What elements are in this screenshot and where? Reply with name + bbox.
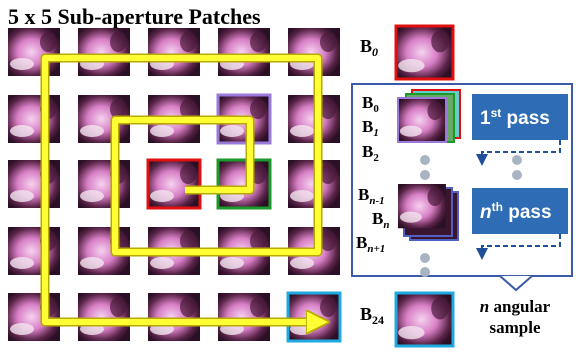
patch xyxy=(148,28,200,76)
patch xyxy=(8,160,60,208)
patch xyxy=(8,293,60,341)
label: B2 xyxy=(362,142,379,164)
patch xyxy=(8,28,60,76)
note: n angular xyxy=(480,297,551,316)
patch xyxy=(218,293,270,341)
patch xyxy=(78,293,130,341)
patch xyxy=(218,160,270,208)
patch xyxy=(8,95,60,143)
stack-top xyxy=(398,90,460,142)
note: sample xyxy=(490,318,541,337)
label: B1 xyxy=(362,117,379,139)
patch xyxy=(148,160,200,208)
label: Bn-1 xyxy=(358,185,385,207)
diagram: 5 x 5 Sub-aperture Patches B0 B0 B1 B2 B… xyxy=(0,0,576,350)
patch xyxy=(8,227,60,275)
label: B24 xyxy=(360,304,384,327)
page: {"header": {"title": "5 x 5 Sub-aperture… xyxy=(0,0,576,350)
patch xyxy=(78,160,130,208)
patch xyxy=(78,28,130,76)
title: 5 x 5 Sub-aperture Patches xyxy=(8,4,261,29)
patch xyxy=(288,293,340,341)
patch xyxy=(218,28,270,76)
label: B0 xyxy=(362,93,379,115)
stack-n xyxy=(398,184,458,240)
patch-grid xyxy=(8,28,340,341)
patch xyxy=(148,293,200,341)
label: B0 xyxy=(360,36,378,59)
label: Bn xyxy=(372,209,389,231)
label: Bn+1 xyxy=(356,233,385,255)
pass-label: 1st pass xyxy=(480,106,550,129)
pass-label: nth pass xyxy=(480,200,552,223)
